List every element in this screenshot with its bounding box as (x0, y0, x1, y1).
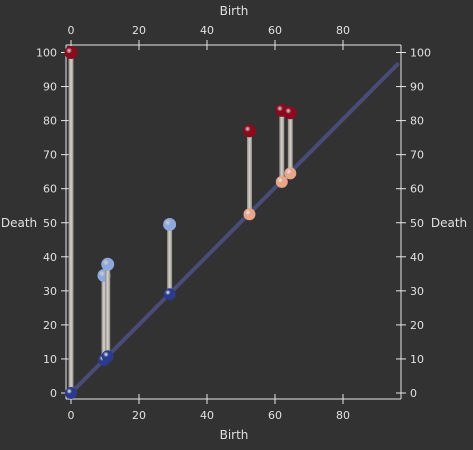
y-tick-label-right: 40 (410, 251, 424, 264)
x-tick-label-bottom: 80 (336, 409, 350, 422)
y-tick-label-left: 60 (43, 183, 57, 196)
y-tick-label-left: 30 (43, 285, 57, 298)
death-point (101, 257, 115, 271)
y-tick-label-right: 80 (410, 115, 424, 128)
persistence-stem (287, 112, 293, 174)
y-tick-label-left: 80 (43, 115, 57, 128)
y-tick-label-left: 100 (36, 47, 57, 60)
birth-point (163, 288, 176, 301)
x-tick-label-bottom: 60 (268, 409, 282, 422)
y-tick-label-left: 20 (43, 319, 57, 332)
persistence-stem (279, 110, 285, 182)
y-tick-label-right: 50 (410, 217, 424, 230)
death-point (283, 106, 297, 120)
y-tick-label-left: 0 (50, 387, 57, 400)
x-tick-label-top: 60 (268, 24, 282, 37)
x-tick-label-top: 80 (336, 24, 350, 37)
y-tick-label-left: 40 (43, 251, 57, 264)
x-tick-label-bottom: 20 (132, 409, 146, 422)
x-tick-label-bottom: 0 (68, 409, 75, 422)
y-tick-label-right: 90 (410, 81, 424, 94)
x-axis-label-top: Birth (220, 4, 249, 18)
y-tick-label-left: 10 (43, 353, 57, 366)
persistence-pairs (64, 46, 297, 399)
birth-point (65, 387, 77, 399)
y-axis-label-right: Death (431, 216, 467, 230)
persistence-stem (101, 275, 107, 360)
death-point (243, 124, 256, 138)
y-tick-label-right: 60 (410, 183, 424, 196)
y-tick-label-right: 20 (410, 319, 424, 332)
birth-point (284, 167, 297, 180)
x-tick-label-top: 20 (132, 24, 146, 37)
x-axis-label-bottom: Birth (220, 428, 249, 442)
x-tick-label-top: 0 (68, 24, 75, 37)
y-tick-label-right: 70 (410, 149, 424, 162)
x-tick-label-bottom: 40 (200, 409, 214, 422)
death-point (163, 217, 177, 231)
y-tick-label-right: 0 (410, 387, 417, 400)
y-tick-label-right: 10 (410, 353, 424, 366)
x-tick-label-top: 40 (200, 24, 214, 37)
birth-point (275, 175, 288, 188)
death-point (64, 46, 78, 59)
persistence-stem (167, 224, 173, 295)
y-tick-label-left: 50 (43, 217, 57, 230)
persistence-stem (68, 52, 74, 393)
y-tick-label-left: 70 (43, 149, 57, 162)
persistence-stem (105, 264, 111, 357)
birth-point (101, 350, 114, 363)
y-tick-label-right: 100 (410, 47, 431, 60)
birth-point (243, 208, 256, 221)
diagonal-line (69, 62, 400, 395)
persistence-stem (247, 130, 252, 215)
y-tick-label-left: 90 (43, 81, 57, 94)
y-axis-label-left: Death (1, 216, 37, 230)
y-tick-label-right: 30 (410, 285, 424, 298)
